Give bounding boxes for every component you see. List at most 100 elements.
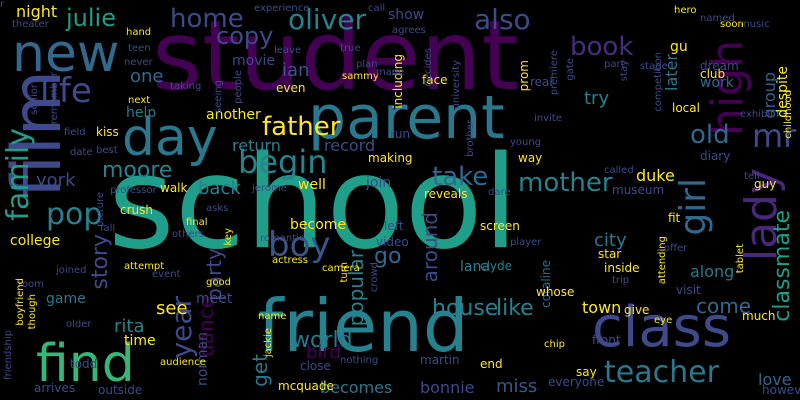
- word-house: house: [432, 296, 499, 321]
- word-best: best: [96, 145, 118, 156]
- word-another: another: [206, 107, 261, 123]
- word-world: world: [292, 328, 353, 353]
- word-named: named: [700, 13, 735, 24]
- word-time: time: [124, 333, 156, 349]
- word-audience: audience: [160, 357, 206, 368]
- word-asks: asks: [206, 203, 229, 214]
- word-others: others: [172, 229, 204, 240]
- word-family: family: [1, 128, 36, 221]
- word-picture: picture: [95, 192, 106, 227]
- word-hand: hand: [126, 27, 152, 38]
- word-front: front: [592, 333, 621, 347]
- word-way: way: [518, 151, 543, 165]
- word-crush: crush: [120, 203, 153, 217]
- word-student: student: [152, 0, 519, 112]
- word-duke: duke: [636, 166, 675, 185]
- word-fit: fit: [668, 211, 681, 225]
- word-people: people: [233, 70, 244, 104]
- word-remember: remember: [49, 72, 60, 125]
- word-making: making: [368, 151, 413, 165]
- word-home: home: [170, 4, 244, 34]
- word-made: made: [376, 67, 405, 78]
- word-movie: movie: [232, 53, 275, 69]
- word-leave: leave: [274, 45, 302, 56]
- word-old: old: [690, 120, 730, 150]
- word-taking: taking: [170, 81, 202, 92]
- word-agrees: agrees: [392, 25, 426, 36]
- word-school: school: [108, 129, 519, 278]
- word-star: star: [598, 247, 622, 261]
- word-also: also: [474, 3, 531, 36]
- word-class: class: [592, 295, 732, 360]
- word-inside: inside: [604, 261, 640, 275]
- word-boyfriend: boyfriend: [15, 278, 26, 326]
- word-jackie: jackie: [263, 328, 274, 358]
- word-museum: museum: [612, 183, 665, 197]
- word-become: become: [290, 217, 347, 233]
- word-called: called: [604, 165, 634, 176]
- word-parent: parent: [308, 83, 505, 153]
- word-final: final: [186, 217, 208, 228]
- word-day: day: [122, 108, 218, 168]
- word-university: university: [451, 60, 462, 110]
- word-professor: professor: [110, 185, 157, 196]
- word-pop: pop: [46, 197, 103, 232]
- word-visit: visit: [676, 283, 701, 297]
- word-bonnie: bonnie: [420, 378, 475, 397]
- word-whose: whose: [536, 285, 575, 299]
- word-trip: trip: [612, 275, 630, 286]
- word-childhood: childhood: [783, 90, 794, 139]
- word-teen: teen: [128, 43, 151, 54]
- word-face: face: [422, 73, 448, 87]
- word-gu: gu: [670, 39, 688, 55]
- word-mr: mr: [752, 117, 797, 155]
- word-club: club: [700, 67, 726, 81]
- word-left: left: [384, 219, 404, 233]
- word-like: like: [496, 296, 534, 321]
- word-eye: eye: [654, 315, 673, 326]
- word-actress: actress: [272, 255, 309, 266]
- word-show: show: [388, 7, 425, 23]
- word-york: york: [36, 170, 76, 191]
- word-julie: julie: [66, 4, 116, 32]
- word-take: take: [432, 162, 489, 192]
- word-along: along: [690, 262, 735, 281]
- word-tell: tell: [744, 171, 760, 182]
- word-chip: chip: [544, 339, 565, 350]
- word-plan: plan: [356, 59, 378, 70]
- word-local: local: [672, 101, 700, 115]
- word-camera: camera: [322, 263, 360, 274]
- word-see: see: [156, 298, 188, 319]
- word-experience: experience: [254, 3, 310, 14]
- word-premiere: premiere: [549, 50, 560, 96]
- word-part: part: [604, 59, 625, 70]
- word-todd: todd: [70, 357, 98, 371]
- word-date: date: [70, 147, 93, 158]
- word-stay: stay: [619, 60, 630, 82]
- word-romantic: romantic: [260, 233, 305, 244]
- word-love: love: [758, 370, 792, 389]
- word-life: life: [40, 71, 92, 111]
- word-event: event: [152, 269, 181, 280]
- word-player: player: [510, 237, 542, 248]
- word-video: video: [376, 235, 409, 249]
- word-teacher: teacher: [604, 355, 719, 390]
- word-run: run: [390, 127, 411, 141]
- word-close: close: [300, 359, 331, 373]
- word-seeing: seeing: [213, 80, 224, 113]
- word-rita: rita: [114, 316, 145, 337]
- word-prom: prom: [517, 60, 531, 92]
- word-lana: lana: [460, 259, 490, 275]
- word-senior: senior: [29, 84, 40, 115]
- word-field: field: [64, 127, 86, 138]
- word-much: much: [742, 309, 776, 323]
- word-fall: fall: [100, 223, 116, 234]
- word-outside: outside: [98, 383, 143, 397]
- word-coraline: coraline: [539, 260, 553, 308]
- word-competition: competition: [653, 52, 664, 112]
- word-stage: stage: [640, 61, 668, 72]
- word-exhibit: exhibit: [740, 109, 775, 120]
- word-record: record: [324, 136, 376, 155]
- word-one: one: [130, 66, 164, 87]
- word-key: key: [223, 228, 234, 246]
